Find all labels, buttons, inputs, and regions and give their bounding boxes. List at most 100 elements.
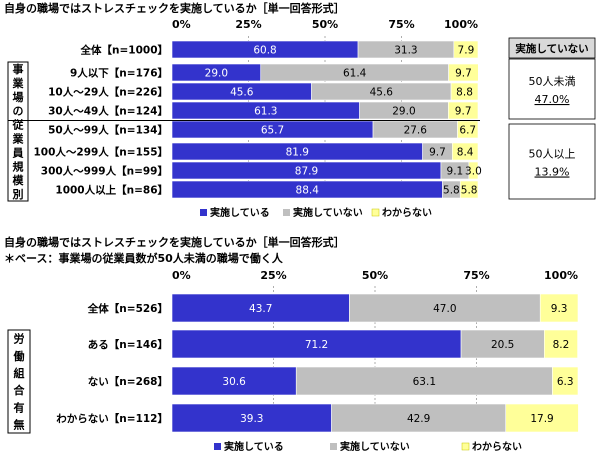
legend-swatch	[461, 442, 470, 451]
data-label: 30.6	[222, 376, 246, 388]
data-label: 81.9	[286, 147, 309, 159]
data-label: 39.3	[240, 413, 263, 425]
group-label-char: 無	[14, 417, 25, 431]
data-label: 29.0	[205, 68, 228, 80]
data-label: 88.4	[296, 185, 320, 197]
bar-segment	[450, 82, 479, 101]
data-label: 8.4	[457, 147, 474, 159]
side-panel-header: 実施していない	[515, 42, 588, 55]
category-label: 100人～299人【n=155】	[33, 146, 168, 159]
data-label: 45.6	[370, 87, 394, 99]
x-tick-label: 50%	[312, 18, 338, 31]
category-label: 全体【n=1000】	[80, 44, 169, 57]
side-panel-box	[508, 58, 596, 120]
group-label-char: 有	[14, 400, 25, 414]
data-label: 8.2	[553, 339, 570, 351]
bar-segment	[539, 293, 579, 323]
data-label: 20.5	[491, 339, 514, 351]
data-label: 9.7	[429, 147, 446, 159]
x-tick-label: 25%	[260, 269, 286, 282]
group-label-char: 規	[13, 159, 24, 173]
group-label-char: 模	[13, 173, 25, 187]
chart-title: 自身の職場ではストレスチェックを実施しているか［単一回答形式］	[4, 235, 345, 249]
category-label: 300人～999人【n=99】	[41, 165, 168, 178]
data-label: 3.0	[465, 166, 482, 178]
data-label: 5.8	[461, 185, 478, 197]
bar-segment	[349, 293, 541, 323]
category-label: わからない【n=112】	[56, 412, 168, 425]
side-panel-label: 50人未満	[529, 75, 576, 88]
bar-segment	[460, 329, 545, 359]
data-label: 43.7	[249, 303, 272, 315]
group-label-char: 組	[14, 366, 25, 380]
data-label: 17.9	[530, 413, 553, 425]
group-label-frame	[7, 61, 29, 202]
group-label-char: 別	[12, 187, 24, 201]
category-label: 50人～99人【n=134】	[48, 124, 168, 137]
legend-label: 実施している	[224, 440, 284, 453]
group-label-char: 場	[13, 90, 24, 104]
group-label-char: 業	[12, 131, 25, 145]
group-label-char: 業	[12, 76, 25, 90]
x-tick-label: 50%	[362, 269, 388, 282]
category-label: 9人以下【n=176】	[70, 67, 168, 80]
data-label: 8.8	[456, 87, 473, 99]
legend-label: わからない	[382, 207, 432, 219]
data-label: 60.8	[253, 45, 276, 57]
bar-segment	[295, 366, 553, 396]
x-tick-label: 25%	[235, 18, 261, 31]
data-label: 63.1	[413, 376, 436, 388]
bar-segment	[459, 180, 479, 199]
category-label: ある【n=146】	[88, 338, 168, 351]
data-label: 61.4	[343, 68, 367, 80]
chart-subtitle: ＊ベース：事業場の従業員数が50人未満の職場で働く人	[4, 251, 284, 265]
data-label: 29.0	[392, 106, 415, 118]
category-label: 30人～49人【n=124】	[48, 105, 168, 118]
chart-title: 自身の職場ではストレスチェックを実施しているか［単一回答形式］	[4, 1, 345, 15]
legend-swatch	[330, 443, 337, 450]
group-label-char: 事	[13, 62, 24, 76]
bar-segment	[468, 161, 479, 180]
bar-segment	[544, 329, 578, 359]
legend-label: 実施していない	[340, 440, 410, 453]
side-panel-value: 13.9%	[535, 166, 570, 179]
group-label-char: 合	[14, 383, 26, 397]
data-label: 9.7	[455, 68, 472, 80]
legend-label: 実施していない	[293, 206, 363, 219]
legend-swatch	[283, 209, 290, 216]
category-label: 1000人以上【n=86】	[55, 184, 168, 197]
data-label: 45.6	[230, 87, 254, 99]
bar-segment	[453, 40, 479, 59]
x-tick-label: 0%	[172, 269, 191, 282]
side-panel-label: 50人以上	[529, 148, 576, 161]
group-label-char: 働	[13, 349, 25, 363]
x-tick-label: 75%	[388, 18, 414, 31]
legend-label: わからない	[472, 441, 522, 453]
group-label-char: 員	[12, 146, 24, 159]
data-label: 31.3	[394, 45, 417, 57]
bar-segment	[505, 403, 579, 433]
data-label: 9.1	[447, 166, 464, 178]
data-label: 71.2	[305, 339, 328, 351]
data-label: 87.9	[295, 166, 318, 178]
bar-segment	[448, 101, 479, 120]
category-label: ない【n=268】	[88, 375, 168, 388]
x-tick-label: 100%	[544, 269, 578, 282]
side-panel-box	[508, 123, 596, 200]
x-tick-label: 0%	[172, 18, 191, 31]
data-label: 65.7	[261, 125, 284, 137]
data-label: 5.8	[443, 185, 460, 197]
group-label-char: の	[13, 105, 24, 118]
bar-segment	[171, 329, 462, 359]
data-label: 27.6	[404, 125, 428, 137]
bar-segment	[552, 366, 579, 396]
side-panel-value: 47.0%	[535, 93, 570, 106]
group-label-char: 労	[14, 332, 25, 346]
group-label-char: 従	[12, 118, 25, 132]
bar-segment	[451, 142, 479, 161]
data-label: 47.0	[433, 303, 456, 315]
x-tick-label: 100%	[444, 18, 478, 31]
x-tick-label: 75%	[463, 269, 489, 282]
